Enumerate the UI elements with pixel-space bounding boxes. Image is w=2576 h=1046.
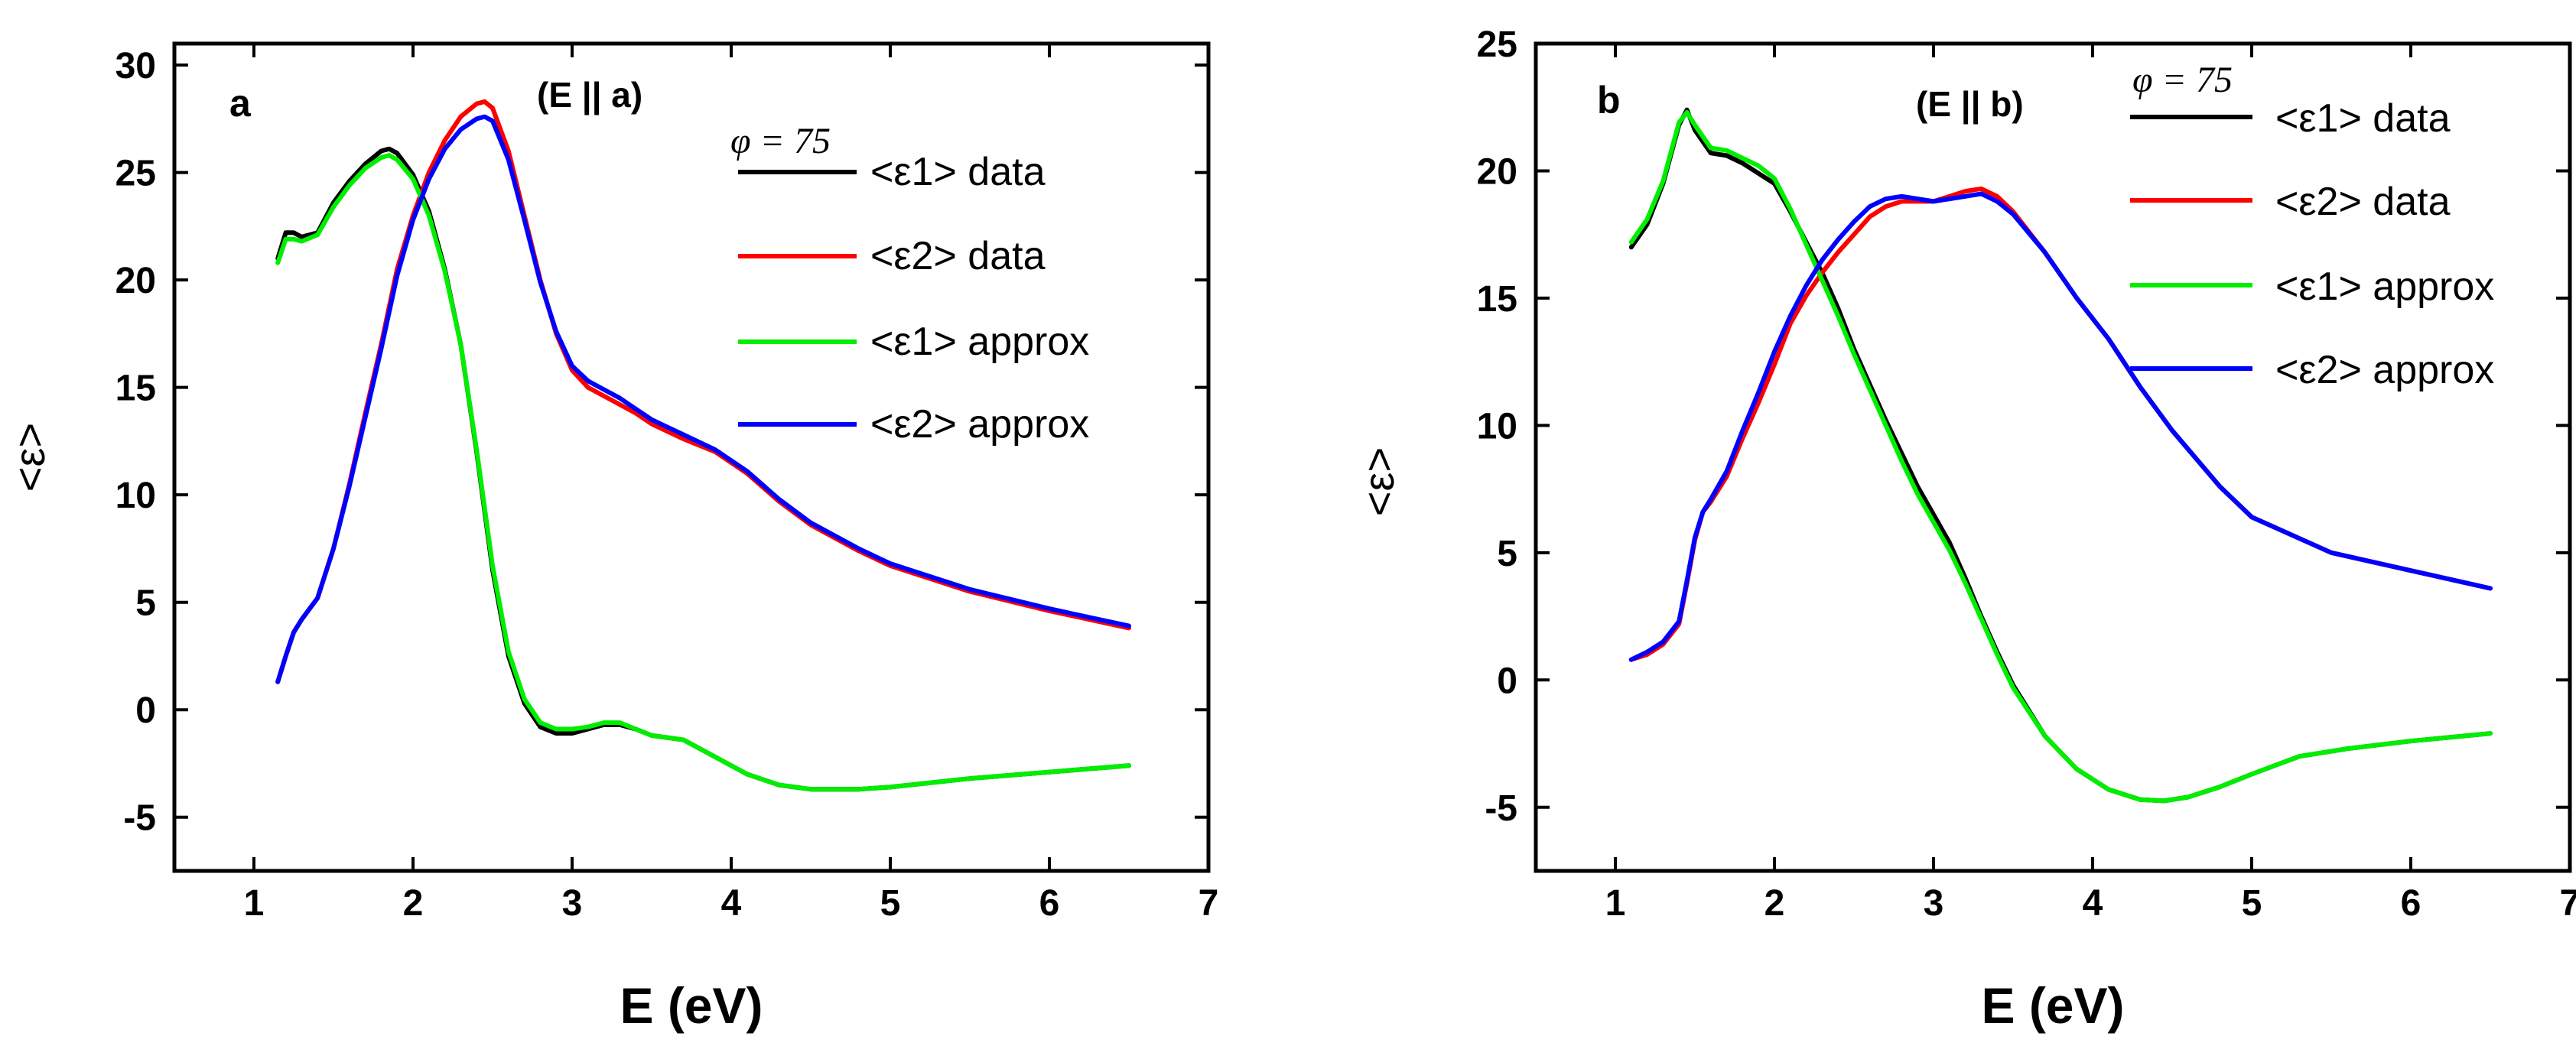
panel-b-label: b (1597, 79, 1621, 122)
panel-a-angle-label: φ = 75 (730, 121, 831, 161)
panel-b-legend-label-e2-data: <ε2> data (2275, 180, 2451, 224)
panel-b-x-tick-label: 3 (1924, 883, 1944, 924)
panel-b-plot-frame (1534, 41, 2572, 873)
panel-a-y-tick-label: 20 (115, 261, 156, 301)
panel-a-x-tick-label: 3 (562, 883, 583, 924)
panel-a-y-tick-label: 15 (115, 369, 156, 409)
panel-b-legend-label-e1-approx: <ε1> approx (2275, 265, 2494, 309)
panel-b-y-tick-label: 15 (1477, 279, 1517, 320)
panel-a-axis-ticks: 1 2 3 4 5 6 7 -5 0 5 10 15 20 25 30 (115, 44, 1219, 924)
panel-b-series-e2-data (1628, 186, 2493, 662)
panel-b-y-tick-label: 10 (1477, 406, 1517, 447)
panel-a-y-tick-label: 25 (115, 154, 156, 194)
panel-b-legend: <ε1> data <ε2> data <ε1> approx <ε2> app… (2130, 96, 2494, 392)
panel-b-legend-label-e1-data: <ε1> data (2275, 96, 2451, 141)
panel-b-axis-ticks: 1 2 3 4 5 6 7 -5 0 5 10 15 20 25 (1477, 24, 2576, 924)
panel-a-y-tick-label: 0 (135, 690, 156, 731)
panel-a-y-tick-label: 5 (135, 583, 156, 624)
panel-a-plot-frame (172, 41, 1211, 873)
panel-b-series-e2-approx (1628, 191, 2493, 662)
panel-b-y-axis-label: <ε> (1355, 447, 1403, 516)
panel-a-series-e2-approx (275, 114, 1131, 684)
panel-a-label: a (229, 82, 252, 125)
panel-b-x-tick-label: 5 (2242, 883, 2262, 924)
panel-b-condition: (E || b) (1916, 84, 2024, 124)
panel-b-legend-label-e2-approx: <ε2> approx (2275, 348, 2494, 392)
panel-b-x-tick-label: 7 (2560, 883, 2576, 924)
panel-a-series-e1-approx (275, 153, 1131, 792)
panel-b-x-tick-label: 6 (2401, 883, 2422, 924)
panel-a-x-tick-label: 1 (244, 883, 265, 924)
panel-a-condition: (E || a) (537, 75, 642, 115)
panel-a-x-tick-label: 6 (1039, 883, 1060, 924)
panel-b-x-tick-label: 1 (1605, 883, 1626, 924)
panel-a-legend-label-e1-approx: <ε1> approx (870, 320, 1089, 364)
panel-b-x-tick-label: 2 (1764, 883, 1785, 924)
panel-b-curves (1628, 107, 2493, 804)
panel-b-y-tick-label: 20 (1477, 151, 1517, 192)
panel-b-y-tick-label: 5 (1497, 534, 1517, 574)
panel-b-y-tick-label: 25 (1477, 24, 1517, 65)
panel-a-y-tick-label: 30 (115, 46, 156, 86)
panel-b-angle-label: φ = 75 (2132, 60, 2233, 100)
panel-a-legend-label-e2-data: <ε2> data (870, 234, 1046, 278)
panel-a-legend-label-e1-data: <ε1> data (870, 150, 1046, 194)
panel-a-y-tick-label: -5 (123, 798, 156, 839)
panel-a-x-tick-label: 5 (880, 883, 901, 924)
panel-b-y-tick-label: 0 (1497, 661, 1517, 701)
panel-b-x-axis-label: E (eV) (1981, 977, 2124, 1034)
panel-a-x-axis-label: E (eV) (620, 977, 763, 1034)
panel-a-legend-label-e2-approx: <ε2> approx (870, 402, 1089, 447)
panel-a-x-tick-label: 4 (721, 883, 742, 924)
panel-b-series-e1-approx (1628, 109, 2493, 804)
panel-a-legend: <ε1> data <ε2> data <ε1> approx <ε2> app… (738, 150, 1089, 447)
panel-b-chart: 1 2 3 4 5 6 7 -5 0 5 10 15 20 25 b (E || b) φ = 75 <ε… (1355, 24, 2576, 1034)
panel-a-x-tick-label: 2 (403, 883, 424, 924)
panel-b-y-tick-label: -5 (1485, 788, 1517, 829)
panel-a-y-axis-label: <ε> (5, 423, 54, 492)
panel-b-x-tick-label: 4 (2083, 883, 2103, 924)
panel-a-curves (275, 99, 1131, 792)
panel-a-x-tick-label: 7 (1199, 883, 1219, 924)
panel-a-y-tick-label: 10 (115, 476, 156, 516)
